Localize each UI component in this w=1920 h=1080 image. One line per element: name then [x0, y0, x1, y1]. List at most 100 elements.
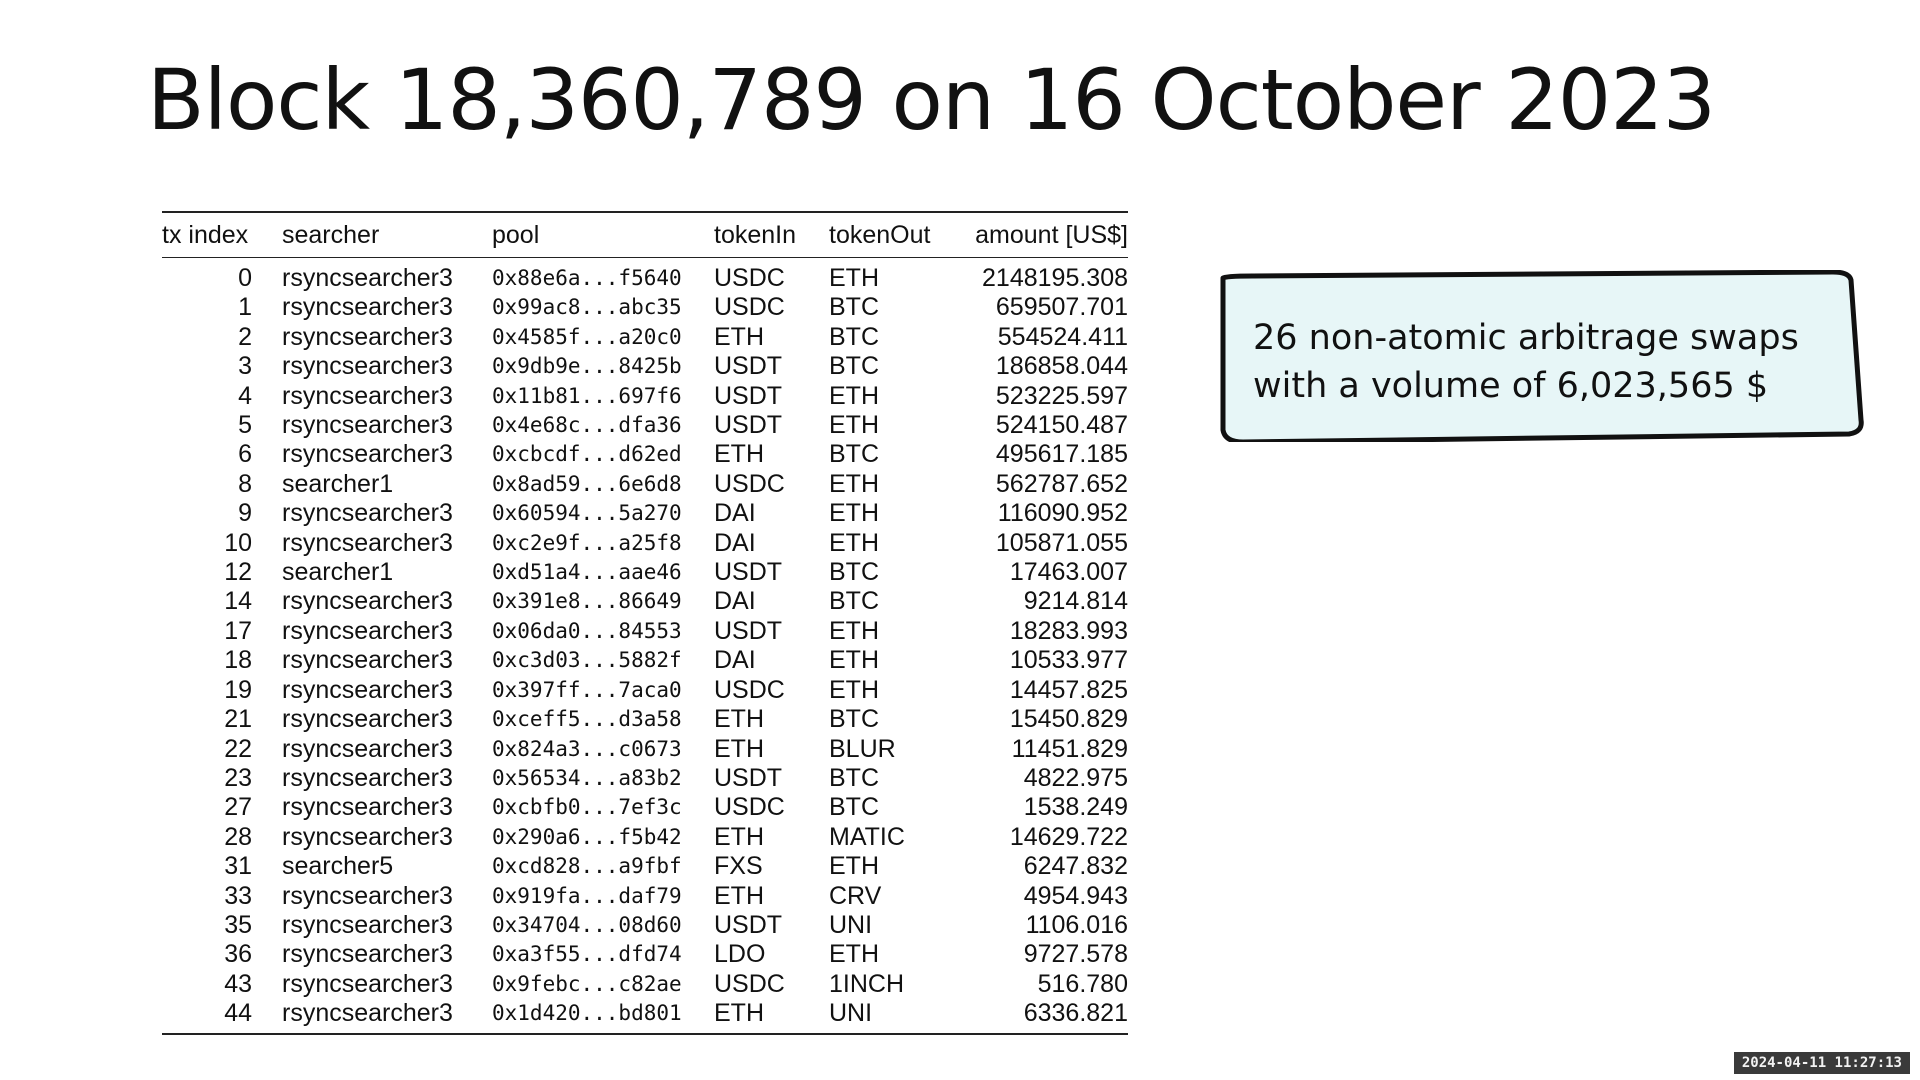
cell-searcher: rsyncsearcher3: [282, 763, 453, 792]
cell-pool: 0x4585f...a20c0: [492, 324, 682, 349]
cell-token-out: UNI: [829, 999, 873, 1028]
cell-tx-index: 19: [224, 675, 252, 704]
table-row: 5 rsyncsearcher3 0x4e68c...dfa36 USDT ETH 524…: [162, 411, 1128, 440]
cell-amount: 523225.597: [995, 381, 1128, 410]
cell-amount: 495617.185: [995, 440, 1128, 469]
cell-pool: 0xa3f55...dfd74: [492, 942, 682, 967]
cell-pool: 0x60594...5a270: [492, 501, 682, 526]
cell-tx-index: 35: [224, 910, 252, 939]
cell-searcher: rsyncsearcher3: [282, 793, 453, 822]
cell-token-in: ETH: [714, 322, 764, 351]
cell-amount: 1106.016: [1025, 910, 1128, 939]
cell-token-in: LDO: [714, 940, 766, 969]
cell-tx-index: 9: [238, 499, 252, 528]
table-row: 6 rsyncsearcher3 0xcbcdf...d62ed ETH BTC 4956…: [162, 440, 1128, 469]
cell-searcher: rsyncsearcher3: [282, 940, 453, 969]
header-amount: amount [US$]: [949, 212, 1128, 258]
cell-searcher: rsyncsearcher3: [282, 499, 453, 528]
cell-tx-index: 6: [238, 440, 252, 469]
cell-amount: 14629.722: [1009, 822, 1128, 851]
cell-token-out: BTC: [829, 763, 879, 792]
cell-pool: 0x391e8...86649: [492, 589, 682, 614]
header-tx-index: tx index: [162, 212, 282, 258]
cell-token-out: BTC: [829, 293, 879, 322]
cell-pool: 0x11b81...697f6: [492, 383, 682, 408]
cell-searcher: rsyncsearcher3: [282, 910, 453, 939]
timestamp-badge: 2024-04-11 11:27:13: [1733, 1052, 1910, 1074]
cell-token-out: ETH: [829, 616, 879, 645]
cell-token-out: BTC: [829, 705, 879, 734]
cell-tx-index: 4: [238, 381, 252, 410]
cell-token-in: USDC: [714, 293, 785, 322]
cell-token-out: MATIC: [829, 822, 905, 851]
cell-pool: 0x9febc...c82ae: [492, 971, 682, 996]
cell-searcher: rsyncsearcher3: [282, 293, 453, 322]
cell-token-in: USDC: [714, 469, 785, 498]
header-token-in: tokenIn: [714, 212, 829, 258]
table-header-row: tx index searcher pool tokenIn tokenOut …: [162, 212, 1128, 258]
table-row: 0 rsyncsearcher3 0x88e6a...f5640 USDC ETH 214…: [162, 258, 1128, 294]
header-searcher: searcher: [282, 212, 492, 258]
table-body: 0 rsyncsearcher3 0x88e6a...f5640 USDC ETH 214…: [162, 258, 1128, 1034]
cell-token-in: FXS: [714, 852, 763, 881]
table-row: 17 rsyncsearcher3 0x06da0...84553 USDT ETH 18…: [162, 617, 1128, 646]
cell-tx-index: 14: [224, 587, 252, 616]
table-row: 19 rsyncsearcher3 0x397ff...7aca0 USDC ETH 14…: [162, 676, 1128, 705]
cell-token-out: BTC: [829, 587, 879, 616]
cell-searcher: rsyncsearcher3: [282, 528, 453, 557]
cell-searcher: searcher5: [282, 852, 394, 881]
cell-token-in: ETH: [714, 705, 764, 734]
cell-searcher: rsyncsearcher3: [282, 616, 453, 645]
table-row: 12 searcher1 0xd51a4...aae46 USDT BTC 17463.0…: [162, 558, 1128, 587]
callout-text: 26 non-atomic arbitrage swaps with a vol…: [1253, 314, 1853, 410]
cell-pool: 0x06da0...84553: [492, 618, 682, 643]
table-row: 4 rsyncsearcher3 0x11b81...697f6 USDT ETH 523…: [162, 382, 1128, 411]
cell-pool: 0x824a3...c0673: [492, 736, 682, 761]
cell-tx-index: 43: [224, 969, 252, 998]
cell-amount: 15450.829: [1009, 705, 1128, 734]
cell-tx-index: 18: [224, 646, 252, 675]
cell-pool: 0xc3d03...5882f: [492, 648, 682, 673]
cell-tx-index: 1: [238, 293, 252, 322]
table-row: 43 rsyncsearcher3 0x9febc...c82ae USDC 1INCH…: [162, 970, 1128, 999]
cell-amount: 659507.701: [995, 293, 1128, 322]
cell-token-out: ETH: [829, 411, 879, 440]
header-token-out: tokenOut: [829, 212, 949, 258]
cell-pool: 0x56534...a83b2: [492, 765, 682, 790]
table-row: 1 rsyncsearcher3 0x99ac8...abc35 USDC BTC 659…: [162, 293, 1128, 322]
cell-amount: 9214.814: [1023, 587, 1128, 616]
cell-token-out: BTC: [829, 440, 879, 469]
cell-amount: 18283.993: [1009, 616, 1128, 645]
table-row: 31 searcher5 0xcd828...a9fbf FXS ETH 6247.832: [162, 852, 1128, 881]
cell-searcher: rsyncsearcher3: [282, 440, 453, 469]
table-row: 3 rsyncsearcher3 0x9db9e...8425b USDT BTC 186…: [162, 352, 1128, 381]
cell-tx-index: 21: [224, 705, 252, 734]
cell-amount: 6247.832: [1023, 852, 1128, 881]
cell-searcher: searcher1: [282, 558, 394, 587]
cell-pool: 0x9db9e...8425b: [492, 354, 682, 379]
cell-token-in: DAI: [714, 499, 756, 528]
cell-searcher: searcher1: [282, 469, 394, 498]
cell-token-out: ETH: [829, 852, 879, 881]
cell-token-in: USDC: [714, 793, 785, 822]
cell-amount: 2148195.308: [982, 264, 1128, 292]
cell-searcher: rsyncsearcher3: [282, 381, 453, 410]
cell-token-out: ETH: [829, 469, 879, 498]
table-row: 2 rsyncsearcher3 0x4585f...a20c0 ETH BTC 5545…: [162, 323, 1128, 352]
cell-tx-index: 0: [238, 264, 252, 292]
table-row: 22 rsyncsearcher3 0x824a3...c0673 ETH BLUR 11…: [162, 735, 1128, 764]
cell-tx-index: 28: [224, 822, 252, 851]
cell-token-in: ETH: [714, 881, 764, 910]
cell-pool: 0x397ff...7aca0: [492, 677, 682, 702]
cell-searcher: rsyncsearcher3: [282, 264, 453, 292]
swaps-table: tx index searcher pool tokenIn tokenOut …: [162, 211, 1128, 1035]
cell-token-in: USDT: [714, 381, 783, 410]
table-row: 9 rsyncsearcher3 0x60594...5a270 DAI ETH 1160…: [162, 499, 1128, 528]
cell-tx-index: 33: [224, 881, 252, 910]
table-row: 21 rsyncsearcher3 0xceff5...d3a58 ETH BTC 154…: [162, 705, 1128, 734]
cell-amount: 116090.952: [997, 499, 1128, 528]
cell-amount: 554524.411: [997, 322, 1128, 351]
cell-pool: 0x4e68c...dfa36: [492, 413, 682, 438]
cell-searcher: rsyncsearcher3: [282, 822, 453, 851]
cell-tx-index: 23: [224, 763, 252, 792]
